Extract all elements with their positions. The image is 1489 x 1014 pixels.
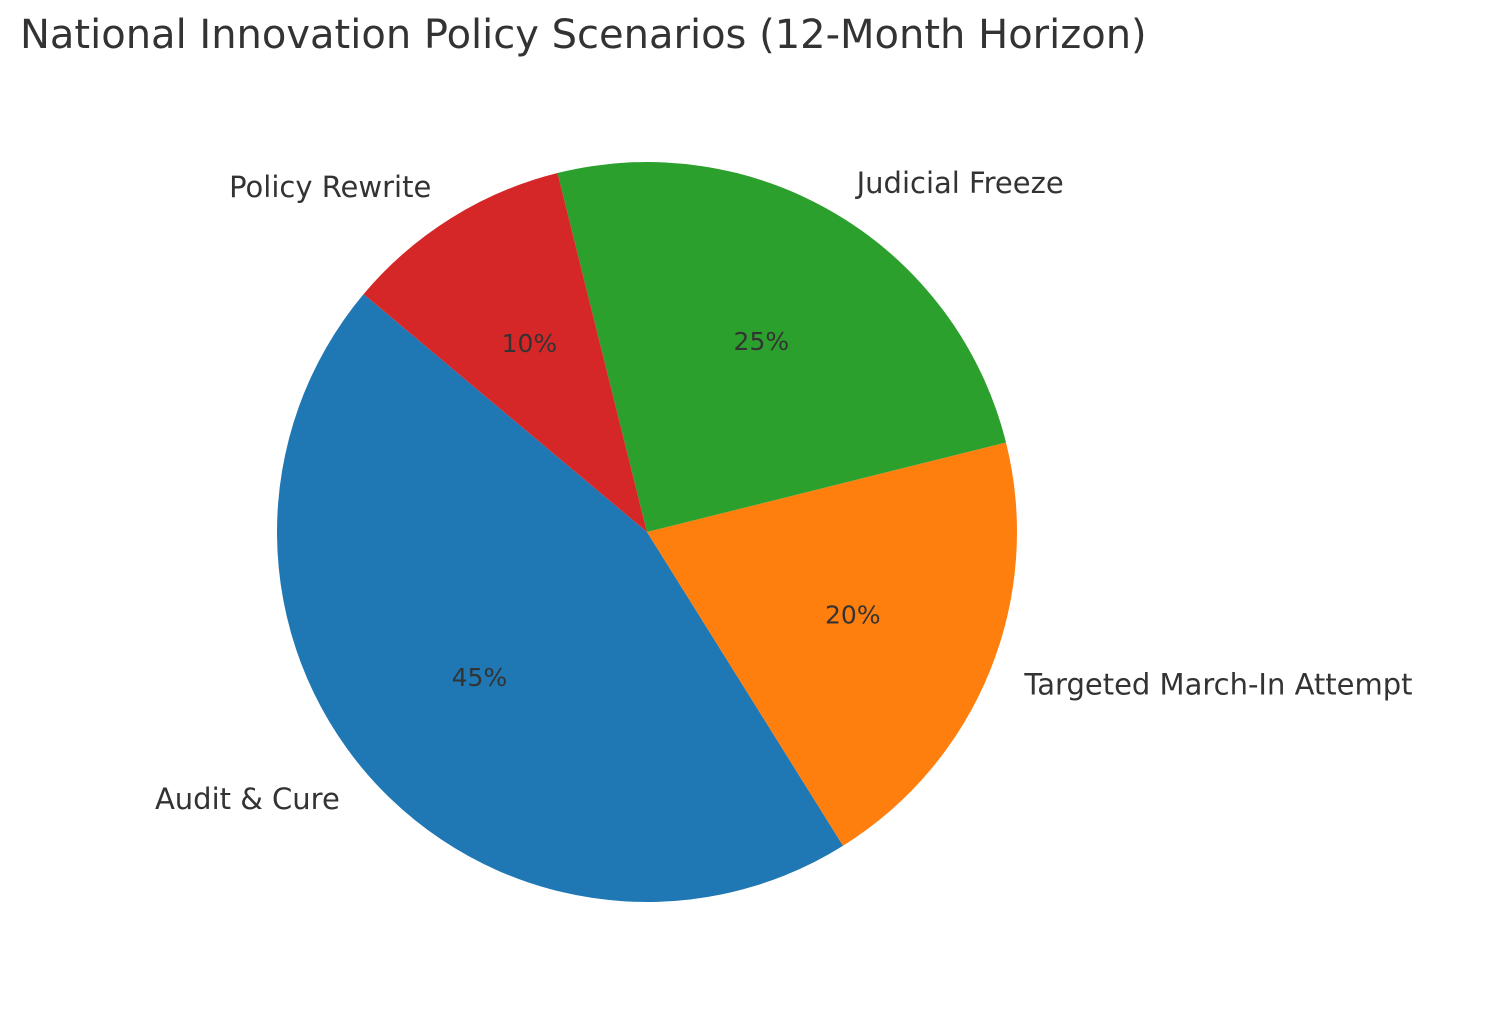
pie-labels: 45% Audit & Cure 20% Targeted March-In Atte…	[155, 166, 1413, 816]
slice-label-judicial-freeze: Judicial Freeze	[855, 166, 1064, 200]
chart-title: National Innovation Policy Scenarios (12…	[20, 12, 1147, 58]
pie-slice-judicial-freeze	[557, 162, 1007, 532]
pct-label-targeted-march-in-attempt: 20%	[825, 601, 881, 630]
pct-label-audit-cure: 45%	[452, 663, 508, 692]
pie-slice-audit-cure	[277, 294, 844, 902]
pct-label-policy-rewrite: 10%	[502, 329, 558, 358]
pie-slice-targeted-march-in-attempt	[647, 442, 1017, 846]
slice-label-targeted-march-in-attempt: Targeted March-In Attempt	[1023, 667, 1412, 701]
pie-slice-policy-rewrite	[363, 172, 647, 532]
pct-label-judicial-freeze: 25%	[734, 327, 790, 356]
pie-slices	[277, 162, 1017, 902]
slice-label-policy-rewrite: Policy Rewrite	[229, 170, 431, 204]
slice-label-audit-cure: Audit & Cure	[155, 782, 340, 816]
